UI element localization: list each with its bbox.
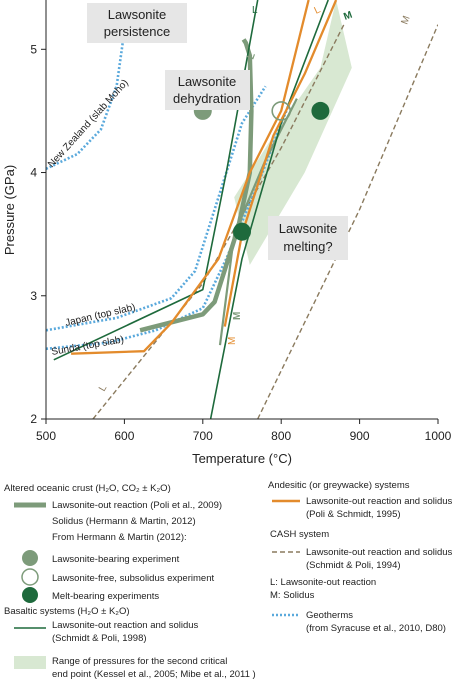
legend: Altered oceanic crust (H₂O, CO₂ ± K₂O) L…	[4, 480, 453, 680]
series-andesitic-M	[223, 0, 338, 327]
legend-key-L: L: Lawsonite-out reaction	[270, 577, 376, 588]
label-M-basaltic: M	[342, 10, 354, 23]
x-tick-label: 1000	[425, 429, 452, 443]
series-andesitic-L	[71, 0, 310, 355]
label-L-poli2009: L	[245, 52, 257, 62]
experiment-melt-marker	[233, 222, 251, 241]
label-geotherm-nz: New Zealand (slab Moho)	[46, 78, 131, 170]
x-tick-label: 600	[114, 429, 134, 443]
legend-from-hermann: From Hermann & Martin (2012):	[52, 532, 187, 543]
legend-poli2009: Lawsonite-out reaction (Poli et al., 200…	[52, 500, 222, 511]
plot-body	[46, 0, 438, 420]
y-tick-label: 5	[30, 42, 37, 56]
callout-persistence-line1: Lawsonite	[108, 7, 167, 22]
series-geotherm-japan	[46, 85, 267, 332]
series-geotherm-sunda	[46, 104, 291, 351]
legend-bearing: Lawsonite-bearing experiment	[52, 554, 180, 565]
legend-solidus-hermann: Solidus (Hermann & Martin, 2012)	[52, 516, 196, 527]
critical-end-point-band	[234, 0, 352, 265]
legend-altered-heading: Altered oceanic crust (H₂O, CO₂ ± K₂O)	[4, 483, 171, 494]
series-cash-M	[257, 24, 438, 420]
callout-lawsonite-dehydration: Lawsonite dehydration	[165, 70, 250, 110]
legend-swatch-bearing	[22, 550, 38, 566]
label-L-andesitic: L	[313, 4, 323, 17]
legend-andesitic-heading: Andesitic (or greywacke) systems	[268, 480, 410, 491]
legend-basaltic-line2: (Schmidt & Poli, 1998)	[52, 633, 147, 644]
legend-andesitic-line2: (Poli & Schmidt, 1995)	[306, 509, 401, 520]
label-L-basaltic: L	[252, 5, 258, 16]
callout-lawsonite-melting: Lawsonite melting?	[268, 216, 348, 260]
callout-melting-line2: melting?	[283, 239, 332, 254]
x-tick-label: 800	[271, 429, 291, 443]
label-M-andesitic: M	[227, 337, 238, 345]
y-axis-ticks: 2 3 4 5	[30, 42, 46, 426]
legend-band-line2: end point (Kessel et al., 2005; Mibe et …	[52, 669, 256, 680]
y-tick-label: 3	[30, 289, 37, 303]
legend-band-line1: Range of pressures for the second critic…	[52, 656, 227, 667]
series-geotherm-nz	[46, 30, 126, 170]
legend-geotherms-line1: Geotherms	[306, 610, 353, 621]
callout-lawsonite-persistence: Lawsonite persistence	[87, 3, 187, 43]
callout-dehydration-line1: Lawsonite	[178, 74, 237, 89]
legend-free: Lawsonite-free, subsolidus experiment	[52, 573, 214, 584]
y-axis-title: Pressure (GPa)	[2, 165, 17, 255]
y-tick-label: 2	[30, 412, 37, 426]
series-solidus-hermann	[218, 98, 298, 346]
plot-area: 500 600 700 800 900 1000 2 3 4 5 Temperature (°C…	[2, 0, 452, 466]
plot-frame	[45, 0, 438, 420]
label-M-cash: M	[399, 14, 412, 26]
x-axis-title: Temperature (°C)	[192, 451, 292, 466]
legend-swatch-free	[21, 568, 39, 586]
series-layer	[46, 0, 438, 420]
callout-dehydration-line2: dehydration	[173, 91, 241, 106]
label-M-poli2009: M	[232, 312, 243, 320]
legend-melt: Melt-bearing experiments	[52, 591, 159, 602]
legend-basaltic-line1: Lawsonite-out reaction and solidus	[52, 620, 199, 631]
x-axis-ticks: 500 600 700 800 900 1000	[36, 419, 452, 443]
legend-swatch-melt	[22, 587, 38, 603]
x-tick-label: 700	[193, 429, 213, 443]
legend-andesitic-line1: Lawsonite-out reaction and solidus	[306, 496, 453, 507]
x-tick-label: 900	[350, 429, 370, 443]
legend-cash-line1: Lawsonite-out reaction and solidus	[306, 547, 453, 558]
label-L-cash: L	[97, 383, 110, 394]
experiment-free-marker	[271, 101, 292, 121]
series-basaltic-M	[209, 0, 329, 420]
callout-melting-line1: Lawsonite	[279, 221, 338, 236]
legend-cash-heading: CASH system	[270, 529, 329, 540]
legend-swatch-band	[14, 656, 46, 669]
legend-geotherms-line2: (from Syracuse et al., 2010, D80)	[306, 623, 446, 634]
legend-basaltic-heading: Basaltic systems (H₂O ± K₂O)	[4, 606, 130, 617]
y-tick-label: 4	[30, 166, 37, 180]
x-tick-label: 500	[36, 429, 56, 443]
series-basaltic-L	[53, 0, 259, 361]
legend-key-M: M: Solidus	[270, 590, 315, 601]
callout-persistence-line2: persistence	[104, 24, 170, 39]
experiment-melt-marker	[311, 101, 330, 120]
label-geotherm-sunda: Sunda (top slab)	[51, 334, 125, 358]
legend-cash-line2: (Schmidt & Poli, 1994)	[306, 560, 401, 571]
